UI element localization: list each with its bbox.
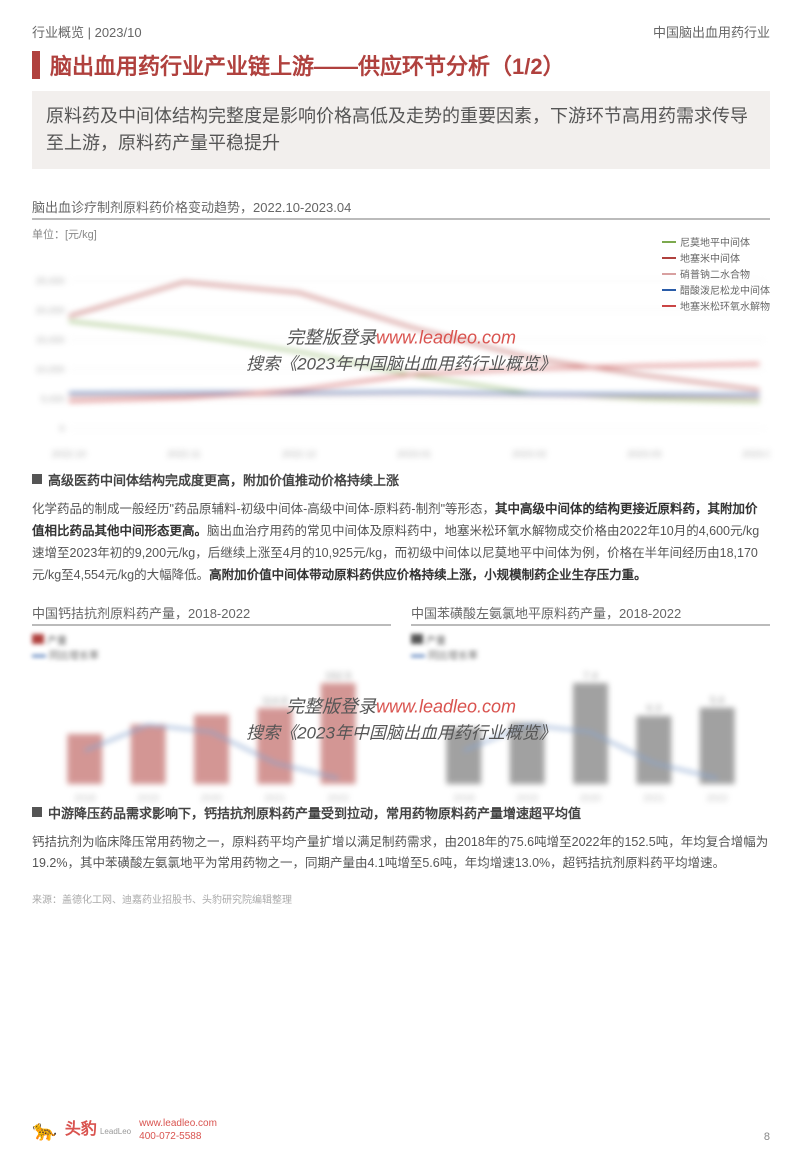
chart3-divider xyxy=(411,624,770,626)
svg-text:10,000: 10,000 xyxy=(36,365,65,376)
svg-text:152.5: 152.5 xyxy=(325,669,352,681)
legend-bar-swatch xyxy=(411,634,423,644)
section1-heading: 高级医药中间体结构完成度更高，附加价值推动价格持续上涨 xyxy=(32,470,770,489)
svg-text:2018: 2018 xyxy=(74,792,95,803)
source-line: 来源：盖德化工网、迪嘉药业招股书、头豹研究院编辑整理 xyxy=(32,891,770,906)
header-bar: 行业概览 | 2023/10 中国脑出血用药行业 xyxy=(32,22,770,41)
svg-text:2022: 2022 xyxy=(707,792,728,803)
brand-sub: LeadLeo xyxy=(100,1127,131,1136)
svg-text:2022.12: 2022.12 xyxy=(282,449,316,460)
chart1-divider xyxy=(32,218,770,220)
svg-text:2019: 2019 xyxy=(517,792,538,803)
chart2: 产量 同比增长率 201820192020114.82021152.52022 xyxy=(32,632,391,797)
svg-text:7.4: 7.4 xyxy=(583,669,598,681)
page-title: 脑出血用药行业产业链上游——供应环节分析（1/2） xyxy=(50,49,565,81)
chart3-svg: 2018 2019 7.4 2020 6.3 2021 5.6 2022 xyxy=(411,652,770,805)
svg-text:5.6: 5.6 xyxy=(710,694,725,706)
svg-text:5,000: 5,000 xyxy=(41,394,65,405)
chart2-col: 中国钙拮抗剂原料药产量，2018-2022 产量 同比增长率 201820192… xyxy=(32,603,391,797)
section2-heading: 中游降压药品需求影响下，钙拮抗剂原料药产量受到拉动，常用药物原料药产量增速超平均… xyxy=(32,803,770,822)
chart1-svg: 0 5,000 10,000 15,000 20,000 25,000 2022.10 202… xyxy=(32,244,770,465)
header-left: 行业概览 | 2023/10 xyxy=(32,22,142,41)
chart2-divider xyxy=(32,624,391,626)
footer-url: www.leadleo.com xyxy=(139,1117,217,1130)
title-accent-bar xyxy=(32,51,40,79)
svg-text:2023.01: 2023.01 xyxy=(397,449,431,460)
svg-text:2021: 2021 xyxy=(264,792,285,803)
page-footer: 🐆 头豹 LeadLeo www.leadleo.com 400-072-558… xyxy=(32,1117,770,1143)
section1-heading-text: 高级医药中间体结构完成度更高，附加价值推动价格持续上涨 xyxy=(48,470,399,489)
svg-text:0: 0 xyxy=(59,424,64,435)
svg-text:2022.10: 2022.10 xyxy=(52,449,86,460)
section1-body: 化学药品的制成一般经历"药品原辅料-初级中间体-高级中间体-原料药-制剂"等形态… xyxy=(32,499,770,587)
leopard-icon: 🐆 xyxy=(32,1118,57,1143)
footer-logo-block: 🐆 头豹 LeadLeo www.leadleo.com 400-072-558… xyxy=(32,1117,217,1143)
chart3-col: 中国苯磺酸左氨氯地平原料药产量，2018-2022 产量 同比增长率 20182… xyxy=(411,603,770,797)
svg-text:2020: 2020 xyxy=(580,792,601,803)
small-charts-row: 中国钙拮抗剂原料药产量，2018-2022 产量 同比增长率 201820192… xyxy=(32,603,770,797)
svg-text:2020: 2020 xyxy=(201,792,222,803)
header-right: 中国脑出血用药行业 xyxy=(653,22,770,41)
chart1-title: 脑出血诊疗制剂原料药价格变动趋势，2022.10-2023.04 xyxy=(32,197,770,216)
legend-swatch xyxy=(662,241,676,243)
chart2-svg: 2018 2019 2020 114.8 2021 152.5 2022 xyxy=(32,652,391,805)
chart3-title: 中国苯磺酸左氨氯地平原料药产量，2018-2022 xyxy=(411,603,770,622)
title-row: 脑出血用药行业产业链上游——供应环节分析（1/2） xyxy=(32,49,770,81)
page-number: 8 xyxy=(764,1131,770,1143)
svg-text:15,000: 15,000 xyxy=(36,335,65,346)
chart2-legend-bar: 产量 xyxy=(47,636,67,647)
footer-contact: www.leadleo.com 400-072-5588 xyxy=(139,1117,217,1143)
footer-brand: 头豹 LeadLeo xyxy=(65,1120,131,1141)
svg-text:6.3: 6.3 xyxy=(646,702,661,714)
svg-text:2018: 2018 xyxy=(453,792,474,803)
chart2-title: 中国钙拮抗剂原料药产量，2018-2022 xyxy=(32,603,391,622)
bullet-icon xyxy=(32,474,42,484)
svg-text:20,000: 20,000 xyxy=(36,306,65,317)
svg-text:2022: 2022 xyxy=(328,792,349,803)
footer-phone: 400-072-5588 xyxy=(139,1130,217,1143)
chart3: 产量 同比增长率 201820197.420206.320215.62022 xyxy=(411,632,770,797)
legend-bar-swatch xyxy=(32,634,44,644)
bullet-icon xyxy=(32,807,42,817)
chart1-unit: 单位：[元/kg] xyxy=(32,226,770,242)
subtitle-box: 原料药及中间体结构完整度是影响价格高低及走势的重要因素，下游环节高用药需求传导至… xyxy=(32,91,770,169)
section2-heading-text: 中游降压药品需求影响下，钙拮抗剂原料药产量受到拉动，常用药物原料药产量增速超平均… xyxy=(48,803,581,822)
svg-text:2021: 2021 xyxy=(643,792,664,803)
svg-text:25,000: 25,000 xyxy=(36,276,65,287)
svg-text:2023.04: 2023.04 xyxy=(742,449,770,460)
brand-name: 头豹 xyxy=(65,1121,97,1138)
chart3-legend-bar: 产量 xyxy=(426,636,446,647)
svg-text:114.8: 114.8 xyxy=(262,694,288,706)
svg-text:2023.03: 2023.03 xyxy=(627,449,661,460)
chart1: 尼莫地平中间体 地塞米中间体 硝普钠二水合物 醋酸泼尼松龙中间体 地塞米松环氧水… xyxy=(32,244,770,454)
svg-text:2019: 2019 xyxy=(138,792,159,803)
section2-body: 钙拮抗剂为临床降压常用药物之一，原料药平均产量扩增以满足制药需求，由2018年的… xyxy=(32,832,770,876)
svg-text:2023.02: 2023.02 xyxy=(512,449,546,460)
document-page: 行业概览 | 2023/10 中国脑出血用药行业 脑出血用药行业产业链上游——供… xyxy=(0,0,802,906)
svg-text:2022.11: 2022.11 xyxy=(167,449,201,460)
